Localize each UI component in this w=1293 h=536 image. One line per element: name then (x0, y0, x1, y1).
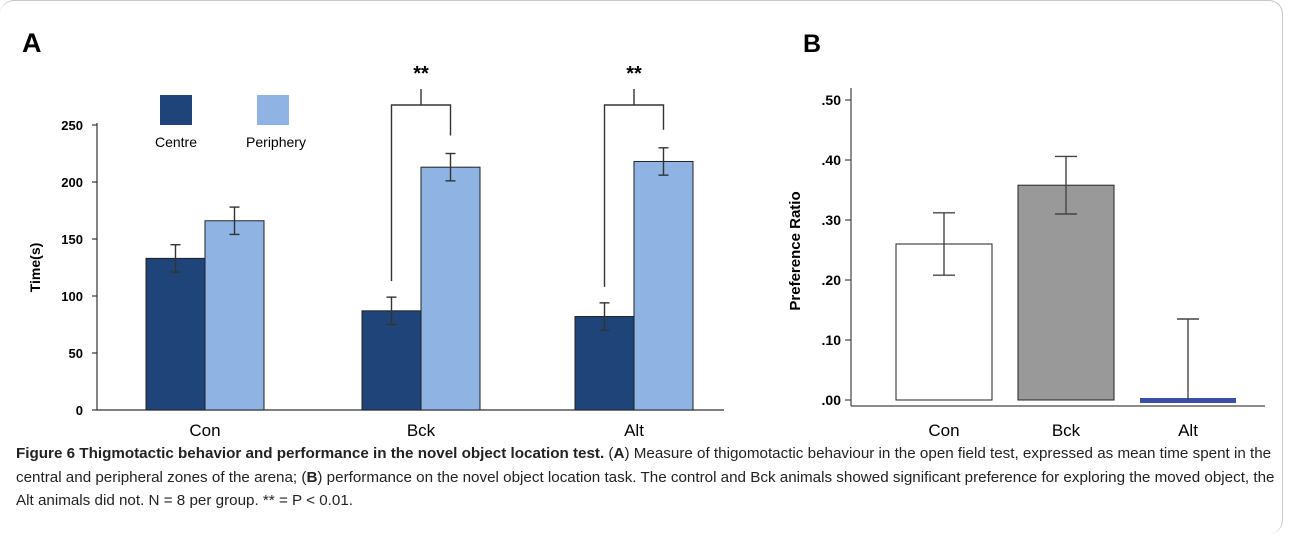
panel-label-a: A (22, 28, 42, 58)
caption-text: ) performance on the novel object locati… (16, 468, 1275, 510)
y-tick-label: 250 (61, 118, 83, 133)
bar-alt (1140, 398, 1236, 403)
bar-bck-periphery (420, 166, 481, 411)
legend-label-periphery: Periphery (246, 134, 306, 150)
y-tick-label: .20 (822, 272, 842, 288)
panel-a-chart: A 0 50 100 150 200 250 Time(s) Con Bck Alt ** ** Cent… (22, 28, 724, 440)
caption-title: Figure 6 Thigmotactic behavior and perfo… (16, 445, 605, 462)
legend-swatch-centre (160, 95, 192, 125)
bar-alt-periphery (633, 160, 694, 411)
y-tick-label: 200 (61, 175, 83, 190)
y-tick-label: 50 (69, 346, 83, 361)
significance-marker: ** (626, 63, 642, 85)
y-tick-label: .10 (822, 332, 842, 348)
x-tick-label: Con (189, 421, 220, 440)
y-tick-label: .00 (822, 392, 842, 408)
x-tick-label: Bck (407, 421, 436, 440)
caption-panel-ref: A (613, 445, 625, 462)
legend-label-centre: Centre (155, 134, 197, 150)
bar-bck (1017, 184, 1115, 401)
bar-alt-centre (574, 316, 635, 411)
panel-b-chart: B .00 .10 .20 .30 .40 .50 Preference Ratio Con Bc… (787, 30, 1265, 440)
y-tick-label: .40 (822, 152, 842, 168)
significance-marker: ** (413, 63, 429, 85)
caption-text: ( (604, 445, 614, 462)
x-tick-label: Alt (624, 421, 644, 440)
bar-con-periphery (204, 220, 265, 411)
y-tick-label: .50 (822, 92, 842, 108)
panel-label-b: B (803, 30, 821, 58)
figure-caption: Figure 6 Thigmotactic behavior and perfo… (16, 442, 1276, 513)
y-axis-label: Time(s) (27, 243, 43, 293)
y-axis-label: Preference Ratio (787, 191, 804, 310)
y-tick-label: 150 (61, 232, 83, 247)
x-tick-label: Bck (1052, 421, 1081, 440)
y-tick-label: 0 (76, 403, 83, 418)
caption-text: ) Measure of thigomotactic behaviour in … (16, 445, 1272, 486)
caption-body: (A) Measure of thigomotactic behaviour i… (16, 445, 1274, 509)
x-tick-label: Con (928, 421, 959, 440)
y-tick-label: .30 (822, 212, 842, 228)
x-tick-label: Alt (1178, 421, 1198, 440)
legend-swatch-periphery (257, 95, 289, 125)
caption-panel-ref: B (306, 468, 318, 486)
y-tick-label: 100 (61, 289, 83, 304)
